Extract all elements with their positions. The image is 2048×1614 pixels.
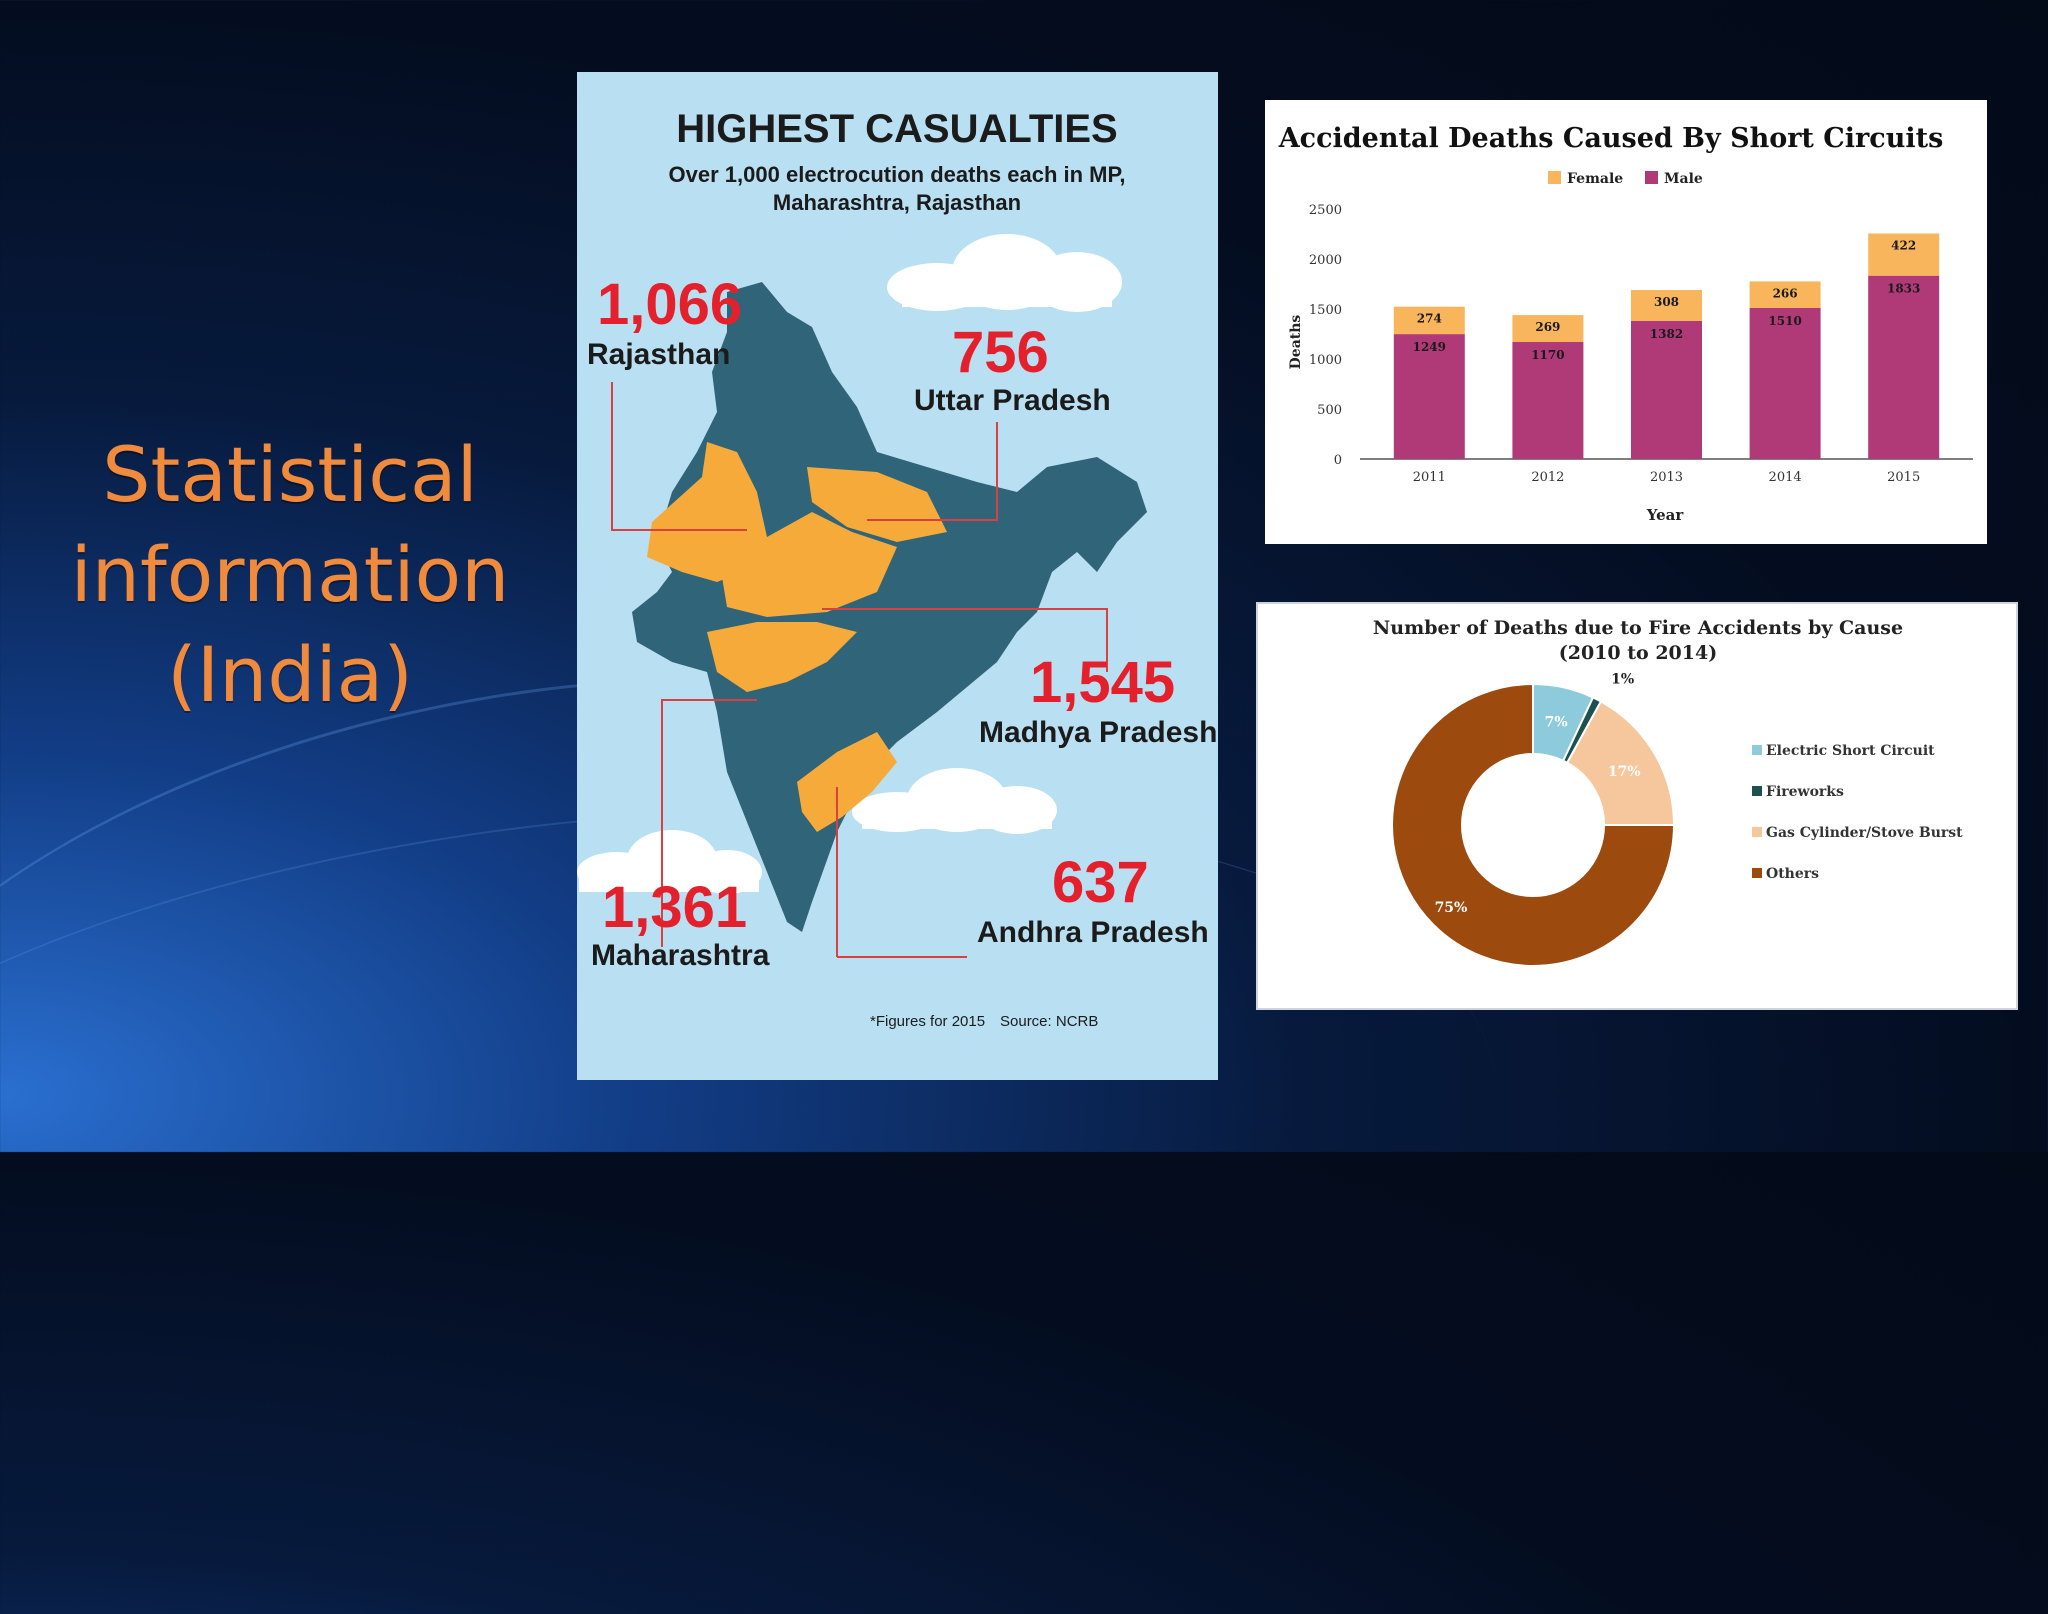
x-tick-label: 2015 — [1887, 470, 1920, 485]
slide-title-line: Statistical — [102, 430, 478, 519]
y-tick-label: 1000 — [1309, 353, 1342, 368]
bar-chart-svg: Accidental Deaths Caused By Short Circui… — [1278, 123, 1973, 524]
legend-label: Electric Short Circuit — [1766, 743, 1935, 759]
data-label-male: 1833 — [1887, 282, 1920, 296]
india-map — [632, 282, 1147, 932]
map-subheading: Over 1,000 electrocution deaths each in … — [669, 162, 1126, 187]
state-value: 1,545 — [1030, 650, 1175, 715]
state-value: 756 — [952, 320, 1049, 385]
bar-female-2012 — [1512, 315, 1584, 342]
data-label-male: 1249 — [1413, 340, 1446, 354]
legend-swatch — [1752, 827, 1762, 837]
state-value: 1,066 — [597, 272, 742, 337]
state-name: Madhya Pradesh — [979, 716, 1217, 749]
cloud-icon — [887, 234, 1122, 312]
x-axis-label: Year — [1646, 506, 1685, 524]
slide-title-line: information — [70, 530, 510, 619]
y-axis-label: Deaths — [1288, 315, 1304, 370]
bar-female-2014 — [1749, 281, 1821, 308]
y-tick-label: 0 — [1334, 453, 1342, 468]
cloud-icon — [852, 768, 1057, 834]
map-region-madhya-pradesh — [722, 512, 897, 617]
donut-chart-title: Number of Deaths due to Fire Accidents b… — [1373, 617, 1903, 639]
map-region-rajasthan — [647, 442, 767, 582]
map-region-uttar-pradesh — [807, 467, 947, 542]
y-tick-label: 1500 — [1309, 303, 1342, 318]
leader-lines — [611, 382, 1108, 958]
bar-male-2011 — [1393, 334, 1465, 459]
bar-female-2015 — [1868, 233, 1940, 276]
map-land — [632, 282, 1147, 932]
donut-chart-svg: Number of Deaths due to Fire Accidents b… — [1373, 617, 1963, 967]
data-label-male: 1382 — [1650, 327, 1683, 341]
bar-male-2015 — [1868, 275, 1940, 459]
cloud-icon — [577, 830, 762, 894]
bar-female-2011 — [1393, 306, 1465, 335]
map-footnote: *Figures for 2015 — [870, 1013, 985, 1030]
legend-label: Others — [1766, 866, 1819, 882]
map-heading: HIGHEST CASUALTIES — [676, 107, 1118, 151]
bar-chart-title: Accidental Deaths Caused By Short Circui… — [1278, 123, 1944, 154]
data-label-male: 1510 — [1768, 314, 1801, 328]
slide-title-line: (India) — [167, 630, 413, 719]
india-map-svg: HIGHEST CASUALTIES Over 1,000 electrocut… — [577, 107, 1217, 1030]
legend-swatch — [1752, 868, 1762, 878]
y-tick-label: 500 — [1317, 403, 1342, 418]
legend-label: Fireworks — [1766, 784, 1844, 800]
data-label-female: 422 — [1891, 239, 1916, 253]
state-name: Uttar Pradesh — [914, 384, 1111, 417]
state-value: 637 — [1052, 850, 1149, 915]
data-label-female: 266 — [1773, 286, 1798, 300]
map-region-andhra-pradesh — [797, 732, 897, 832]
bar-male-2014 — [1749, 308, 1821, 459]
donut-slice-gas-cylinder-stove-burst — [1565, 700, 1676, 826]
map-source: Source: NCRB — [1000, 1013, 1098, 1030]
x-tick-label: 2014 — [1769, 470, 1802, 485]
bar-male-2013 — [1631, 320, 1702, 459]
x-tick-label: 2012 — [1531, 470, 1564, 485]
map-infographic: HIGHEST CASUALTIES Over 1,000 electrocut… — [577, 72, 1218, 1080]
legend-label-male: Male — [1664, 171, 1703, 187]
state-value: 1,361 — [602, 875, 747, 940]
slice-value-label: 1% — [1611, 671, 1634, 687]
legend-label: Gas Cylinder/Stove Burst — [1766, 825, 1963, 841]
bar-male-2012 — [1512, 342, 1584, 459]
legend-swatch-male — [1645, 171, 1658, 184]
bar-female-2013 — [1631, 290, 1702, 321]
state-name: Rajasthan — [587, 338, 730, 371]
data-label-female: 274 — [1417, 312, 1442, 326]
data-label-male: 1170 — [1531, 348, 1564, 362]
y-tick-label: 2500 — [1309, 203, 1342, 218]
slice-value-label: 7% — [1545, 715, 1568, 731]
fire-accidents-donut-chart: Number of Deaths due to Fire Accidents b… — [1256, 602, 2018, 1010]
legend-swatch — [1752, 786, 1762, 796]
slice-value-label: 17% — [1608, 764, 1641, 780]
x-tick-label: 2011 — [1413, 470, 1446, 485]
legend-swatch — [1752, 745, 1762, 755]
short-circuit-bar-chart: Accidental Deaths Caused By Short Circui… — [1265, 100, 1987, 544]
donut-chart-subtitle: (2010 to 2014) — [1559, 642, 1717, 664]
legend-label-female: Female — [1567, 171, 1623, 187]
slide-title: Statistical information (India) — [40, 425, 540, 725]
map-region-maharashtra — [707, 622, 857, 692]
donut-slice-others — [1391, 682, 1676, 967]
y-tick-label: 2000 — [1309, 253, 1342, 268]
map-subheading: Maharashtra, Rajasthan — [773, 190, 1021, 215]
x-tick-label: 2013 — [1650, 470, 1683, 485]
data-label-female: 308 — [1654, 295, 1679, 309]
legend-swatch-female — [1548, 171, 1561, 184]
state-name: Andhra Pradesh — [977, 916, 1209, 949]
state-name: Maharashtra — [591, 939, 770, 972]
slice-value-label: 75% — [1435, 900, 1468, 916]
data-label-female: 269 — [1535, 320, 1560, 334]
